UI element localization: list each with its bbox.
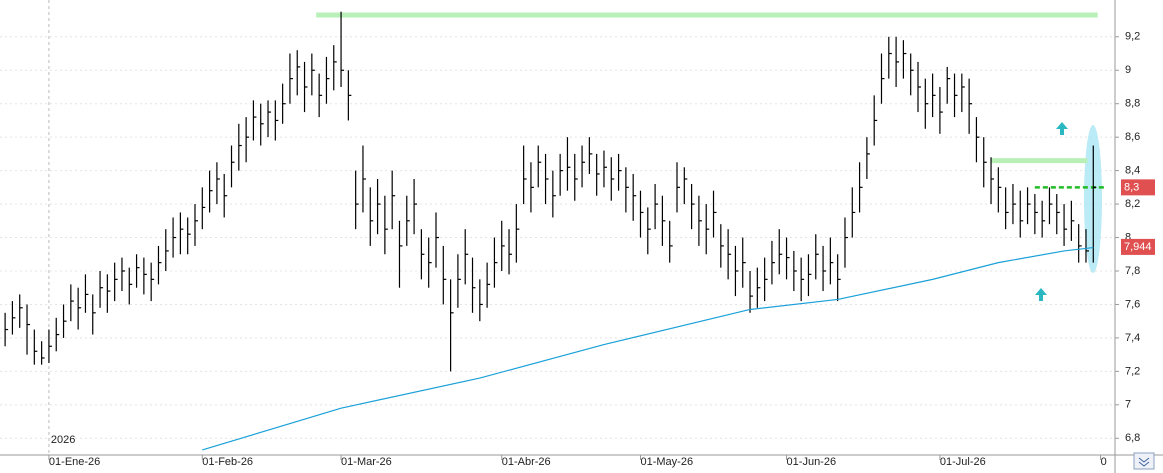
y-tick-label: 8,4 [1125, 165, 1140, 177]
y-tick-label: 7,8 [1125, 265, 1140, 277]
arrow-up [1056, 122, 1068, 135]
y-tick-label: 7,2 [1125, 365, 1140, 377]
price-tag-label: 8,3 [1124, 181, 1139, 193]
scroll-icon [1138, 457, 1150, 467]
y-tick-label: 9 [1125, 64, 1131, 76]
y-tick-label: 7,4 [1125, 332, 1140, 344]
plot [4, 11, 1105, 451]
axes: 6,8 7 7,2 7,4 7,6 7,8 8 8,2 8,4 8,6 8,8 9 9,2 01-Ene-… [48, 31, 1155, 468]
arrow-up [1035, 288, 1047, 301]
price-tag [1121, 179, 1155, 196]
y-tick-label: 8,2 [1125, 198, 1140, 210]
x-tick-label: 01-May-26 [640, 456, 693, 468]
price-tag-label: 7,944 [1124, 241, 1152, 253]
x-tick-label: 0 [1101, 456, 1107, 468]
x-tick-label: 01-Abr-26 [502, 456, 551, 468]
y-tick-label: 8,6 [1125, 131, 1140, 143]
y-tick-label: 7,6 [1125, 298, 1140, 310]
x-tick-label: 01-Feb-26 [202, 456, 253, 468]
x-tick-label: 01-Mar-26 [341, 456, 392, 468]
y-tick-label: 7 [1125, 399, 1131, 411]
year-label: 2026 [51, 434, 75, 446]
y-tick-label: 8 [1125, 231, 1131, 243]
x-tick-label: 01-Jul-26 [940, 456, 986, 468]
x-tick-label: 01-Jun-26 [787, 456, 837, 468]
price-tag [1121, 238, 1155, 255]
y-tick-label: 9,2 [1125, 31, 1140, 43]
grid [0, 0, 1113, 455]
y-tick-label: 8,8 [1125, 98, 1140, 110]
moving-average [202, 246, 1094, 451]
scroll-button[interactable] [1133, 452, 1155, 470]
x-tick-label: 01-Ene-26 [49, 456, 100, 468]
y-tick-label: 6,8 [1125, 432, 1140, 444]
